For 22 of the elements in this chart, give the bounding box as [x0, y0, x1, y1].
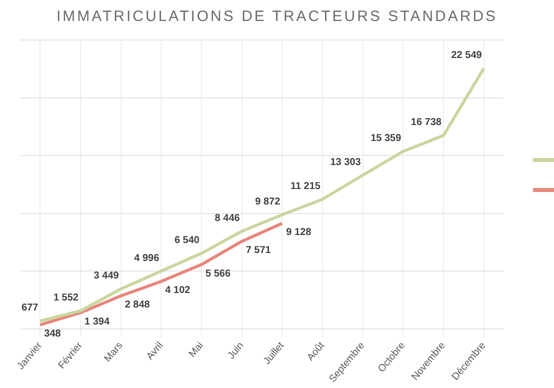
data-label: 1 394 [84, 316, 110, 328]
data-label: 9 872 [255, 196, 281, 208]
data-label: 13 303 [330, 156, 362, 168]
data-label: 15 359 [370, 133, 402, 144]
data-label: 677 [21, 302, 39, 314]
x-tick-label: Mai [187, 340, 206, 360]
x-tick-label: Juin [226, 340, 246, 362]
data-label: 1 552 [53, 292, 79, 304]
data-label: 16 738 [410, 117, 442, 128]
data-label: 3 449 [94, 270, 120, 282]
data-label: 4 996 [134, 252, 160, 264]
data-label: 4 102 [165, 285, 191, 296]
data-label: 8 446 [214, 212, 240, 224]
data-label: 348 [44, 328, 62, 340]
data-label: 11 215 [290, 181, 321, 192]
data-label: 2 848 [124, 300, 150, 311]
data-label: 5 566 [206, 268, 231, 280]
data-label: 22 549 [451, 50, 482, 62]
data-label: 7 571 [246, 245, 272, 256]
chart-title: IMMATRICULATIONS DE TRACTEURS STANDARDS [55, 8, 499, 25]
data-label: 9 128 [286, 227, 312, 238]
data-label: 6 540 [174, 235, 200, 246]
